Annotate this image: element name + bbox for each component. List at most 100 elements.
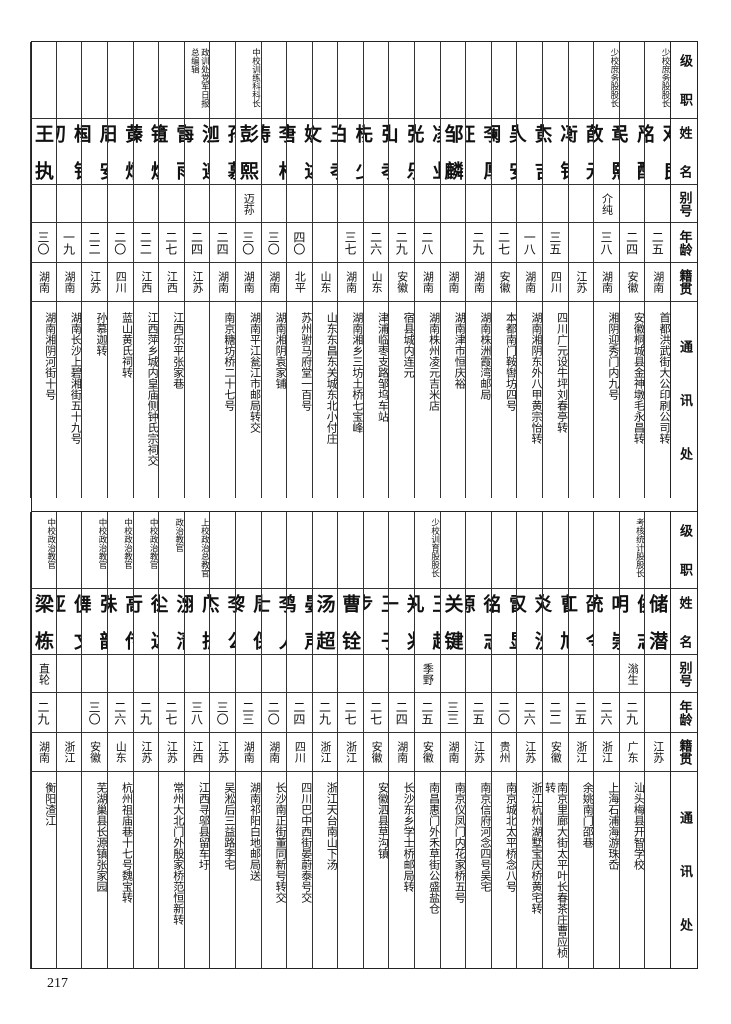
native-cell: 安徽 xyxy=(491,263,517,302)
rank-cell xyxy=(210,42,235,119)
address-text: 江西寻邬县留车圩 xyxy=(197,782,210,870)
native-cell: 湖南 xyxy=(261,263,287,302)
address-cell: 山东东昌东关城东北小付庄 xyxy=(313,302,337,498)
alias-cell xyxy=(133,655,159,693)
age-cell: 三八 xyxy=(184,693,210,733)
rank-cell: 政治教官 xyxy=(159,512,184,589)
rank-text: 中校训练科科长 xyxy=(250,48,261,108)
native-cell: 湖南 xyxy=(389,733,415,772)
age-cell: 一九 xyxy=(56,223,82,263)
rank-cell: 政训处党军日报总编辑 xyxy=(184,42,210,119)
address-cell: 四川巴中西街晏蔚泰号交 xyxy=(287,772,312,969)
name-text: 王执 xyxy=(31,123,54,180)
person-record: 王子步 二七 安徽 安徽泗县草沟镇 xyxy=(362,512,389,969)
name-text: 储潜 xyxy=(646,593,669,650)
header-name-text: 姓名 xyxy=(676,125,692,178)
person-record: 王孝文 山东 山东东昌东关城东北小付庄 xyxy=(311,42,338,498)
person-record: 刘洗汉 二六 江苏 浙江杭州湖墅宝庆桥黄宅转 xyxy=(516,512,543,969)
age-text: 二五 xyxy=(419,700,434,725)
name-cell: 凌业光 xyxy=(415,119,440,185)
rank-cell: 上校政治总教官 xyxy=(184,512,210,589)
name-cell: 汤超 xyxy=(312,589,338,655)
rank-cell xyxy=(440,42,466,119)
name-text: 章熙敬 xyxy=(594,123,619,180)
age-text: 二六 xyxy=(522,700,537,725)
address-cell: 湖南湘阴袁家铺 xyxy=(262,302,286,498)
alias-text: 季野 xyxy=(421,662,435,685)
name-cell: 邝振翎 xyxy=(184,589,210,655)
age-cell: 二六 xyxy=(107,693,133,733)
age-text: 二九 xyxy=(138,700,153,725)
name-cell: 关键 xyxy=(440,589,466,655)
rank-cell xyxy=(261,42,287,119)
age-cell: 二二 xyxy=(133,223,159,263)
name-text: 沈清尘 xyxy=(159,593,184,650)
native-text: 安徽 xyxy=(498,271,512,293)
address-cell xyxy=(569,302,594,498)
age-text: 二四 xyxy=(189,230,204,255)
person-record: 周保黎 二三 湖南 湖南祁阳白地邮局送 xyxy=(234,512,261,969)
native-cell: 江苏 xyxy=(184,263,210,302)
native-text: 湖南 xyxy=(242,741,256,763)
address-cell: 衡阳渣江 xyxy=(31,772,56,969)
address-text: 湖南株洲霞湾邮局 xyxy=(478,312,491,400)
alias-cell xyxy=(56,185,82,223)
native-text: 江苏 xyxy=(216,741,230,763)
header-address-cell: 通讯处 xyxy=(671,772,697,969)
age-cell xyxy=(440,223,466,263)
alias-cell xyxy=(159,655,184,693)
rank-cell xyxy=(363,42,389,119)
native-text: 浙江 xyxy=(600,741,614,763)
header-address-cell: 通讯处 xyxy=(671,302,697,498)
alias-cell xyxy=(184,655,210,693)
alias-cell xyxy=(133,185,159,223)
native-cell: 安徽 xyxy=(619,263,645,302)
rank-text: 上校政治总教官 xyxy=(199,518,210,578)
address-text: 余姚南门邵巷 xyxy=(581,782,594,848)
name-text: 周安国 xyxy=(82,123,107,180)
roster-top-half: 级职 姓名 别号 年龄 籍贯 通讯处 少校庶务股股长 邓良铭 二五 湖南 首都洪武街大公印刷公司转严… xyxy=(30,42,697,498)
name-text: 黄吉人 xyxy=(517,123,543,180)
rank-cell xyxy=(210,512,235,589)
age-cell: 一八 xyxy=(517,223,543,263)
native-text: 湖南 xyxy=(651,271,665,293)
native-text: 江苏 xyxy=(574,271,588,293)
name-cell: 李公杰 xyxy=(210,589,235,655)
rank-cell xyxy=(543,512,568,589)
name-text: 李厚征 xyxy=(466,123,491,180)
name-cell: 雷雨簠 xyxy=(159,119,184,185)
native-cell: 贵州 xyxy=(491,733,517,772)
header-native-text: 籍贯 xyxy=(676,269,692,295)
name-text: 邓良铭 xyxy=(645,123,670,180)
native-cell: 江西 xyxy=(133,263,159,302)
native-text: 浙江 xyxy=(574,741,588,763)
age-text: 二四 xyxy=(215,230,230,255)
native-cell: 江苏 xyxy=(568,263,594,302)
rank-cell xyxy=(235,512,261,589)
address-text: 湖南湘阴东外八甲黄宗怡转 xyxy=(530,312,543,444)
native-cell: 安徽 xyxy=(543,733,568,772)
address-text: 江西乐平张家巷 xyxy=(171,312,184,389)
age-cell: 二四 xyxy=(210,223,235,263)
age-text: 二九 xyxy=(624,700,639,725)
address-text: 宿县城内连元 xyxy=(402,312,415,378)
address-text: 南京信府河念四号吴宅 xyxy=(478,782,491,892)
address-cell: 蓝山黄氏祠转 xyxy=(108,302,133,498)
native-text: 湖南 xyxy=(37,271,51,293)
person-record: 储潜 江苏 xyxy=(644,512,670,969)
age-cell: 二四 xyxy=(619,223,645,263)
native-cell: 江苏 xyxy=(82,263,107,302)
native-text: 湖南 xyxy=(267,741,281,763)
alias-cell xyxy=(645,185,670,223)
native-text: 北平 xyxy=(293,271,307,293)
name-text: 杨铭初 xyxy=(56,123,82,180)
age-text: 三〇 xyxy=(266,230,281,255)
person-record: 李厚征 二九 湖南 湖南株洲霞湾邮局 xyxy=(465,42,491,498)
address-cell: 湖南湘阴河街十号 xyxy=(31,302,56,498)
alias-cell xyxy=(235,655,261,693)
rank-cell xyxy=(568,42,594,119)
age-cell: 二九 xyxy=(31,693,56,733)
rank-cell xyxy=(389,42,415,119)
native-text: 湖南 xyxy=(344,271,358,293)
name-text: 黄炳阳 xyxy=(107,123,133,180)
